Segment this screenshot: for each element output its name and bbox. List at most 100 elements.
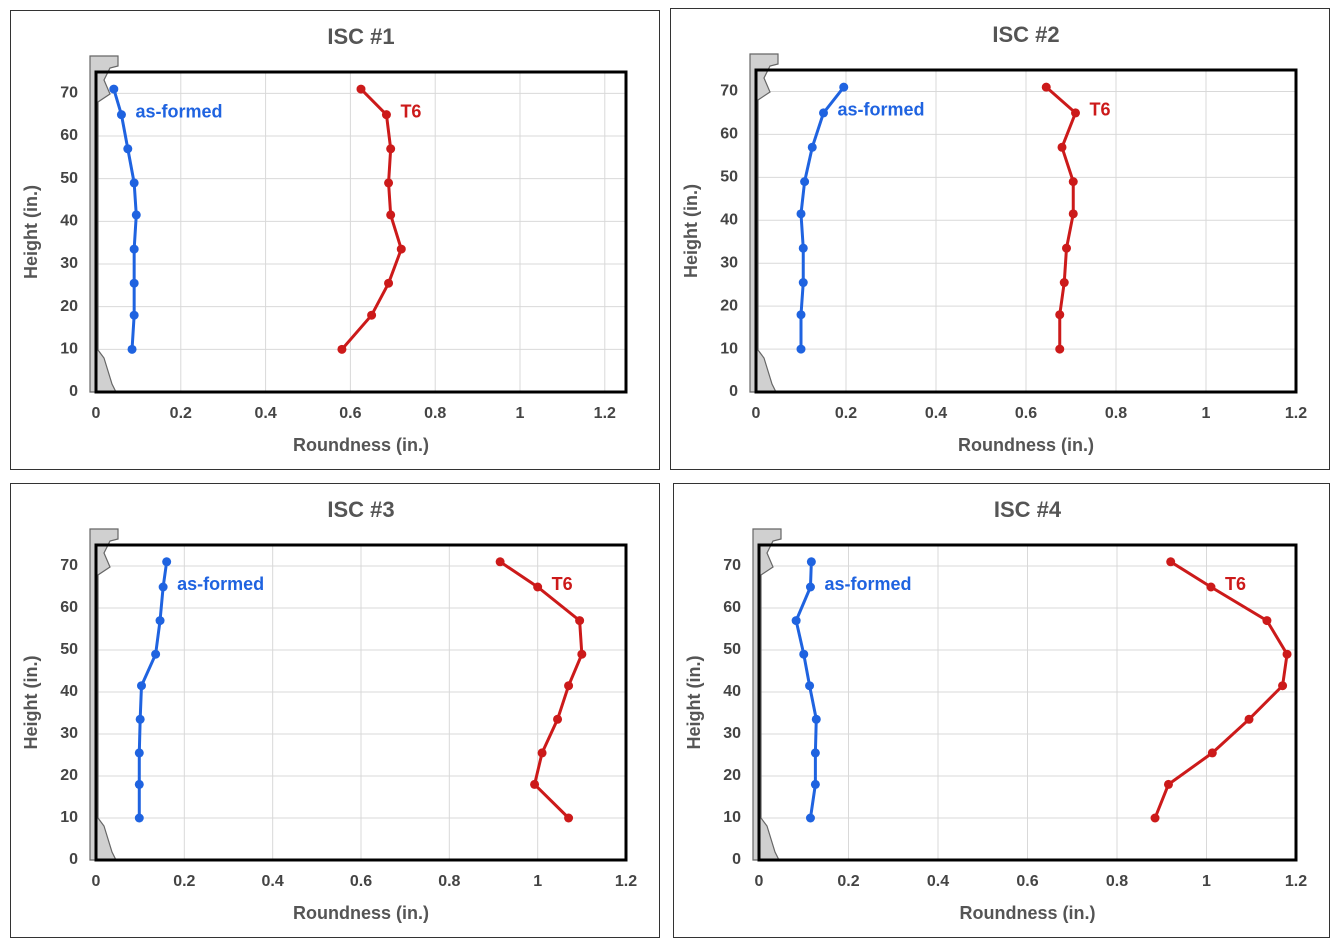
- chart-panel: ISC #2 0 10 20 30 40 50 60 70 0 0.2 0.4 0.6 0.8 1 1.2 as…: [670, 8, 1330, 470]
- data-point: [1206, 582, 1216, 592]
- data-point: [805, 582, 815, 592]
- data-point: [129, 278, 139, 288]
- data-point: [135, 714, 145, 724]
- x-tick-label: 0.2: [837, 873, 859, 890]
- data-point: [129, 178, 139, 188]
- y-tick-label: 30: [720, 254, 738, 271]
- x-tick-label: 0.6: [1015, 405, 1037, 422]
- data-point: [123, 144, 133, 154]
- chart-panel: ISC #4 0 10 20 30 40 50 60 70 0 0.2 0.4 0.6 0.8 1 1.2 as…: [673, 483, 1330, 938]
- y-tick-label: 20: [720, 297, 738, 314]
- data-point: [162, 557, 172, 567]
- data-point: [1166, 557, 1176, 567]
- y-tick-label: 10: [60, 809, 78, 826]
- plot-frame: [754, 68, 1298, 394]
- plot-frame: [757, 543, 1298, 862]
- x-axis-label: Roundness (in.): [960, 903, 1096, 923]
- data-point: [819, 108, 828, 118]
- data-point: [564, 813, 574, 823]
- data-point: [356, 84, 366, 94]
- series-label: T6: [1090, 100, 1111, 120]
- x-tick-label: 0.2: [170, 405, 192, 422]
- y-tick-label: 60: [60, 599, 78, 616]
- x-tick-label: 0.8: [438, 873, 460, 890]
- y-tick-label: 0: [729, 383, 738, 400]
- x-tick-label: 0.6: [339, 405, 361, 422]
- data-point: [798, 243, 808, 253]
- data-point: [799, 649, 809, 659]
- y-tick-label: 70: [720, 83, 738, 100]
- data-point: [810, 748, 820, 758]
- data-point: [1163, 779, 1173, 789]
- x-tick-label: 0: [92, 873, 101, 890]
- x-tick-label: 0.4: [927, 873, 949, 890]
- data-point: [537, 748, 547, 758]
- data-point: [805, 813, 815, 823]
- x-tick-label: 0: [755, 873, 764, 890]
- y-tick-label: 10: [60, 341, 78, 358]
- y-tick-label: 20: [60, 767, 78, 784]
- x-axis-label: Roundness (in.): [293, 435, 429, 455]
- y-tick-label: 70: [723, 557, 741, 574]
- data-point: [386, 144, 396, 154]
- x-tick-label: 1.2: [594, 405, 616, 422]
- series-label: as-formed: [824, 574, 911, 594]
- x-tick-label: 0.6: [350, 873, 372, 890]
- data-point: [1071, 108, 1080, 118]
- data-point: [839, 82, 849, 92]
- y-tick-label: 40: [60, 683, 78, 700]
- data-point: [1244, 714, 1254, 724]
- data-point: [384, 178, 394, 188]
- y-tick-label: 50: [60, 170, 78, 187]
- y-tick-label: 30: [60, 255, 78, 272]
- y-tick-label: 50: [723, 641, 741, 658]
- x-tick-label: 1.2: [1285, 405, 1307, 422]
- y-axis-label: Height (in.): [21, 656, 41, 750]
- data-point: [553, 714, 563, 724]
- x-tick-label: 1: [533, 873, 542, 890]
- y-tick-label: 30: [60, 725, 78, 742]
- y-tick-label: 20: [723, 767, 741, 784]
- series-label: as-formed: [838, 100, 925, 120]
- data-point: [381, 110, 391, 120]
- data-point: [1062, 243, 1071, 253]
- data-point: [1055, 310, 1065, 320]
- y-tick-label: 0: [69, 851, 78, 868]
- data-point: [109, 84, 119, 94]
- series-label: as-formed: [135, 101, 222, 121]
- y-tick-label: 70: [60, 85, 78, 102]
- data-point: [796, 310, 806, 320]
- data-point: [1262, 616, 1272, 626]
- x-tick-label: 1: [1202, 405, 1211, 422]
- series-label: T6: [400, 101, 421, 121]
- y-tick-label: 60: [720, 126, 738, 143]
- data-point: [530, 779, 540, 789]
- y-axis-label: Height (in.): [21, 185, 41, 279]
- chart-title: ISC #1: [327, 24, 394, 49]
- data-point: [158, 582, 168, 592]
- data-point: [805, 681, 815, 691]
- y-axis-label: Height (in.): [681, 184, 701, 278]
- y-tick-label: 0: [69, 383, 78, 400]
- x-tick-label: 1: [1202, 873, 1211, 890]
- y-tick-label: 40: [720, 211, 738, 228]
- panel-frame: [10, 10, 660, 470]
- data-point: [1041, 82, 1051, 92]
- data-point: [129, 310, 139, 320]
- y-tick-label: 30: [723, 725, 741, 742]
- x-tick-label: 0.4: [925, 405, 947, 422]
- data-point: [155, 616, 165, 626]
- y-tick-label: 40: [723, 683, 741, 700]
- series-label: T6: [1225, 574, 1246, 594]
- data-point: [791, 616, 801, 626]
- data-point: [1059, 278, 1069, 288]
- data-point: [806, 557, 816, 567]
- data-point: [1057, 142, 1067, 152]
- x-tick-label: 0.8: [1105, 405, 1127, 422]
- series-label: as-formed: [177, 574, 264, 594]
- panel-frame: [10, 483, 660, 938]
- data-point: [1055, 344, 1065, 354]
- x-tick-label: 0.2: [835, 405, 857, 422]
- y-tick-label: 50: [60, 641, 78, 658]
